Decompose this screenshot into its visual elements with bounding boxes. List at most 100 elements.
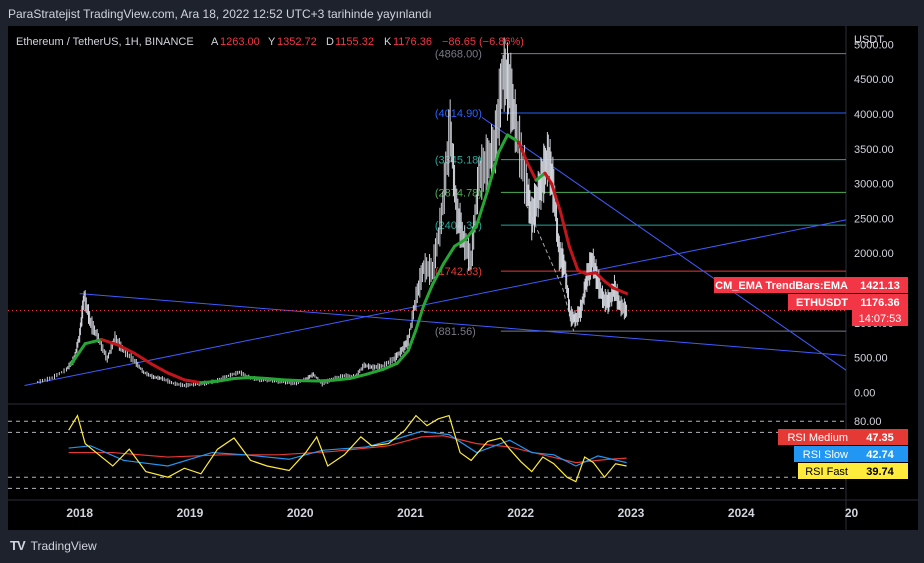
price-label-name: ETHUSDT xyxy=(796,297,848,309)
ema-segment xyxy=(475,189,490,227)
y-tick-label: 3500.00 xyxy=(854,144,894,156)
legend-symbol: Ethereum / TetherUS, 1H, BINANCE xyxy=(16,36,194,48)
ema-segment xyxy=(603,279,615,290)
rsi-label-name: RSI Slow xyxy=(803,449,848,461)
trendline xyxy=(24,219,847,386)
ema-segment xyxy=(576,269,589,276)
x-tick-label: 2022 xyxy=(507,506,534,520)
ema-segment xyxy=(69,342,87,367)
ema-segment xyxy=(567,244,580,273)
y-tick-label: 2500.00 xyxy=(854,213,894,225)
footer: TV TradingView xyxy=(10,538,97,553)
rsi-label-name-bg xyxy=(798,463,852,479)
ema-segment xyxy=(100,338,120,347)
legend-close-value: 1176.36 xyxy=(393,36,432,48)
rsi-label-value-bg xyxy=(852,446,908,462)
ema-segment xyxy=(517,140,529,165)
chart-area[interactable]: (4868.00) (4014.90) (3345.18) (2874.78) (240… xyxy=(8,26,918,530)
price-label-value: 1176.36 xyxy=(860,297,899,309)
ema-segment xyxy=(550,182,562,213)
legend-high-value: 1352.72 xyxy=(277,36,317,48)
rsi-label-value: 42.74 xyxy=(866,449,894,461)
ema-segment xyxy=(442,244,457,266)
legend-change: −86.65 (−6.86%) xyxy=(442,36,524,48)
x-tick-label: 2021 xyxy=(397,506,424,520)
legend-close-label: K xyxy=(384,36,392,48)
y-tick-label: 5000.00 xyxy=(854,39,894,51)
y-tick-label: 3000.00 xyxy=(854,179,894,191)
y-tick-label: 4000.00 xyxy=(854,109,894,121)
ema-label-value-bg xyxy=(852,277,908,293)
footer-brand: TradingView xyxy=(30,538,97,553)
ema-segment xyxy=(282,378,302,383)
x-tick-label: 2023 xyxy=(618,506,645,520)
legend-high-label: Y xyxy=(268,36,276,48)
y-tick-label: 2000.00 xyxy=(854,248,894,260)
rsi-label-value-bg xyxy=(852,463,908,479)
ema-label-name: CM_EMA TrendBars:EMA xyxy=(715,280,848,292)
ema-segment xyxy=(422,283,435,307)
x-tick-label: 2018 xyxy=(66,506,93,520)
ema-segment xyxy=(232,375,253,381)
price-label-name-bg xyxy=(788,294,852,310)
ema-segment xyxy=(431,262,446,287)
ema-segment xyxy=(534,171,547,182)
ema-segment xyxy=(453,237,468,248)
countdown-label: 14:07:53 xyxy=(859,313,902,325)
rsi-label-name: RSI Fast xyxy=(805,466,848,478)
rsi-series-line xyxy=(68,435,627,464)
y-tick-label: 500.00 xyxy=(854,353,888,365)
ema-segment xyxy=(315,378,335,383)
legend-open-value: 1263.00 xyxy=(220,36,260,48)
rsi-label-value-bg xyxy=(852,429,908,445)
tradingview-logo-icon: TV xyxy=(10,538,26,553)
ema-segment xyxy=(395,349,410,365)
trendline xyxy=(79,293,847,357)
rsi-label-name-bg xyxy=(794,446,852,462)
ema-segment xyxy=(497,133,509,154)
ema-segment xyxy=(611,286,629,296)
rsi-series-line xyxy=(68,430,627,467)
ema-segment xyxy=(133,351,153,366)
trendline xyxy=(481,117,847,371)
ema-segment xyxy=(406,328,418,353)
ema-segment xyxy=(149,362,170,375)
price-chart-svg[interactable]: (4868.00) (4014.90) (3345.18) (2874.78) (240… xyxy=(8,26,918,530)
x-tick-label: 2020 xyxy=(287,506,314,520)
ema-segment xyxy=(464,223,479,241)
x-tick-label: 20 xyxy=(845,506,859,520)
ema-segment xyxy=(116,343,137,355)
ema-segment xyxy=(558,209,571,248)
ema-segment xyxy=(543,171,554,186)
price-label-value-bg xyxy=(852,294,908,310)
header-bar: ParaStratejist TradingView.com, Ara 18, … xyxy=(0,0,924,26)
ema-segment xyxy=(505,133,521,144)
y-axis-unit-label: USDT xyxy=(854,34,884,46)
y-tick-label: 4500.00 xyxy=(854,74,894,86)
rsi-label-value: 47.35 xyxy=(866,432,894,444)
ema-segment xyxy=(414,303,426,332)
ema-segment xyxy=(331,377,352,382)
rsi-label-value: 39.74 xyxy=(866,466,894,478)
fib-level-label: (3345.18) xyxy=(435,155,482,167)
ema-segment xyxy=(348,372,368,381)
rsi-tick-label: 80.00 xyxy=(854,416,882,428)
ema-segment xyxy=(249,375,269,381)
legend-open-label: A xyxy=(211,36,219,48)
countdown-bg xyxy=(852,310,908,326)
x-tick-label: 2019 xyxy=(177,506,204,520)
fib-level-label: (881.56) xyxy=(435,326,476,338)
ema-segment xyxy=(216,377,236,383)
ema-segment xyxy=(486,150,501,193)
ema-segment xyxy=(364,367,385,376)
fib-level-label: (4014.90) xyxy=(435,108,482,120)
ema-segment xyxy=(265,377,286,382)
ema-segment xyxy=(199,379,219,385)
rsi-label-name-bg xyxy=(778,429,852,445)
rsi-series-line xyxy=(68,414,627,483)
ema-segment xyxy=(594,271,607,283)
published-caption: ParaStratejist TradingView.com, Ara 18, … xyxy=(8,7,432,21)
fib-level-label: (4868.00) xyxy=(435,49,482,61)
legend-low-value: 1155.32 xyxy=(335,36,374,48)
y-tick-label: 0.00 xyxy=(854,387,875,399)
